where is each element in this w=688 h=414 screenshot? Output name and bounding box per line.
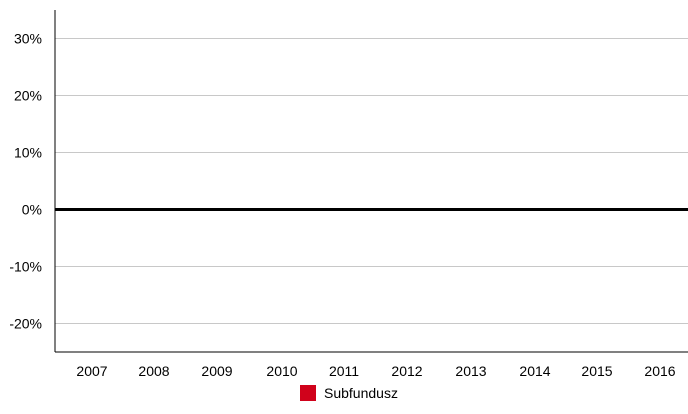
y-tick-label: 0%	[22, 202, 42, 218]
legend-swatch-subfundusz	[300, 385, 316, 401]
y-tick-label: 30%	[14, 31, 42, 47]
x-tick-label: 2010	[266, 363, 297, 379]
y-tick-label: -20%	[9, 316, 42, 332]
axis-layer	[54, 10, 688, 353]
x-tick-label: 2012	[391, 363, 422, 379]
legend-label-subfundusz: Subfundusz	[324, 385, 398, 401]
x-tick-label: 2007	[76, 363, 107, 379]
x-tick-label: 2011	[329, 363, 359, 379]
x-tick-label: 2008	[138, 363, 169, 379]
y-tick-label: 10%	[14, 145, 42, 161]
x-tick-label: 2009	[201, 363, 232, 379]
grid-layer	[55, 38, 688, 324]
y-tick-label: 20%	[14, 88, 42, 104]
x-tick-label: 2016	[644, 363, 675, 379]
x-tick-label: 2013	[455, 363, 486, 379]
labels-layer: 30% 20% 10% 0% -10% -20% 2007 2008 2009 2010 2011 2…	[9, 31, 675, 380]
x-tick-label: 2014	[519, 363, 550, 379]
legend[interactable]: Subfundusz	[300, 385, 398, 401]
x-tick-label: 2015	[581, 363, 612, 379]
y-tick-label: -10%	[9, 259, 42, 275]
